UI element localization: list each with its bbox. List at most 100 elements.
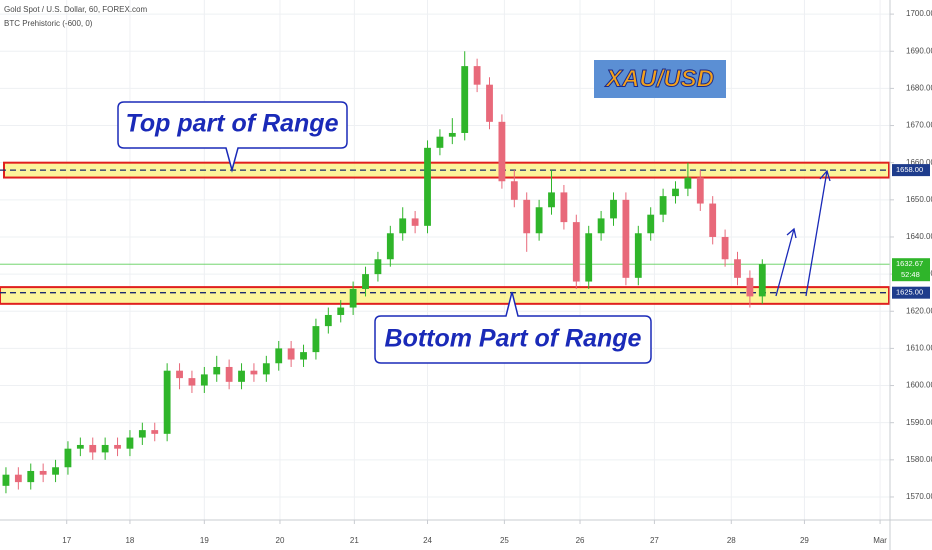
axes: 1570.00 1580.00 1590.00 1600.00 1610.00 1620.… <box>62 9 932 545</box>
candle-body <box>709 203 717 237</box>
y-tick-label: 1680.00 <box>906 84 932 93</box>
x-tick-label: 29 <box>800 536 809 545</box>
x-tick-label: 19 <box>200 536 209 545</box>
candle-body <box>548 192 555 208</box>
candle-body <box>486 84 493 122</box>
x-tick-label: 27 <box>650 536 659 545</box>
y-tick-label: 1610.00 <box>906 344 932 353</box>
candle-body <box>411 218 419 226</box>
x-tick-label: 21 <box>350 536 359 545</box>
y-tick-label: 1660.00 <box>906 158 932 167</box>
candle-body <box>188 378 196 386</box>
x-tick-label: 28 <box>727 536 736 545</box>
candle-body <box>300 352 307 360</box>
candle-body <box>349 288 357 308</box>
candles <box>2 51 766 494</box>
candle-body <box>27 470 35 483</box>
candle-body <box>176 370 183 379</box>
candle-body <box>436 136 444 148</box>
arrow <box>775 227 797 297</box>
candle-body <box>659 196 667 215</box>
y-tick-label: 1620.00 <box>906 306 932 315</box>
chart-title: Gold Spot / U.S. Dollar, 60, FOREX.com <box>4 5 148 14</box>
candle-body <box>386 233 394 260</box>
candle-body <box>560 192 568 223</box>
x-tick-label: 17 <box>62 536 71 545</box>
x-tick-label: 26 <box>576 536 585 545</box>
candle-body <box>610 199 617 219</box>
indicator-label: BTC Prehistoric (-600, 0) <box>4 19 93 28</box>
candle-body <box>2 474 10 486</box>
candle-body <box>634 233 642 278</box>
level-label: 1625.00 <box>896 288 923 297</box>
candle-body <box>312 326 320 353</box>
candle-body <box>758 264 766 297</box>
candle-body <box>324 314 332 327</box>
last-price-label: 1632.67 <box>896 259 923 268</box>
range-zone <box>3 161 890 179</box>
callout-text: Top part of Range <box>126 110 339 138</box>
candle-body <box>734 259 741 278</box>
candle-body <box>114 444 121 449</box>
candle-body <box>52 467 59 475</box>
candle-body <box>572 222 580 282</box>
candle-body <box>138 430 146 438</box>
candle-body <box>14 474 22 483</box>
arrow <box>805 169 831 297</box>
bottom-callout: Bottom Part of Range <box>374 291 652 364</box>
candle-body <box>672 188 679 197</box>
candle-body <box>647 214 655 234</box>
candle-body <box>684 177 692 189</box>
symbol-box: XAU/USD <box>594 60 726 98</box>
candle-body <box>585 233 593 282</box>
range-zone <box>0 286 890 305</box>
candle-body <box>535 207 543 234</box>
zones <box>0 161 890 305</box>
candle-body <box>163 370 171 434</box>
candle-body <box>200 374 208 386</box>
candle-body <box>696 177 704 204</box>
x-tick-label: 25 <box>500 536 509 545</box>
candle-body <box>498 121 506 182</box>
candle-body <box>523 199 531 234</box>
top-callout: Top part of Range <box>117 101 348 173</box>
candle-body <box>362 274 369 289</box>
candle-body <box>287 348 295 360</box>
level-badge <box>892 164 930 177</box>
candle-body <box>262 363 270 375</box>
x-tick-label: 18 <box>125 536 134 545</box>
x-tick-label: 24 <box>423 536 432 545</box>
candle-body <box>39 470 47 475</box>
y-tick-label: 1670.00 <box>906 121 932 130</box>
candle-body <box>225 366 233 382</box>
candle-body <box>461 66 469 133</box>
candle-body <box>746 277 754 297</box>
callout-box <box>374 291 652 364</box>
candle-body <box>89 444 97 453</box>
candle-body <box>64 448 72 468</box>
last-price-badge <box>892 258 930 282</box>
candle-body <box>250 370 258 375</box>
level-badge <box>892 286 930 299</box>
y-tick-label: 1690.00 <box>906 46 932 55</box>
candle-body <box>448 132 456 137</box>
candle-body <box>76 444 84 449</box>
candle-body <box>424 147 431 226</box>
y-tick-label: 1600.00 <box>906 381 932 390</box>
level-label: 1658.00 <box>896 165 923 174</box>
x-tick-label: Mar <box>873 536 887 545</box>
callout-box <box>117 101 348 173</box>
y-tick-label: 1640.00 <box>906 232 932 241</box>
y-tick-label: 1590.00 <box>906 418 932 427</box>
callout-text: Bottom Part of Range <box>385 325 642 353</box>
candle-body <box>238 370 245 382</box>
candle-body <box>473 66 481 85</box>
countdown-label: 52:48 <box>901 270 920 279</box>
candle-body <box>399 218 407 234</box>
candle-body <box>597 218 605 234</box>
candle-body <box>126 437 134 449</box>
candle-body <box>213 366 221 375</box>
symbol-text: XAU/USD <box>604 65 714 92</box>
candle-body <box>337 307 345 315</box>
